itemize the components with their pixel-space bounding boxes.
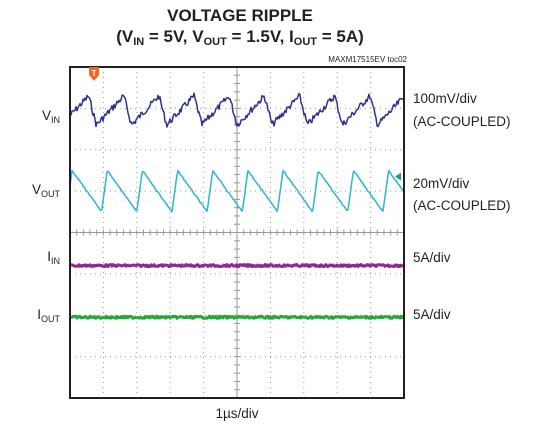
chart-subtitle: (VIN = 5V, VOUT = 1.5V, IOUT = 5A) xyxy=(0,27,480,48)
x-axis-label: 1µs/div xyxy=(215,406,259,421)
trace-vin xyxy=(69,92,405,128)
channel-label-sub: OUT xyxy=(41,189,60,199)
trace-iout xyxy=(69,314,406,320)
channel-label-main: I xyxy=(37,307,41,322)
subtitle-part: = 5A) xyxy=(317,27,364,46)
channel-label-sub: OUT xyxy=(41,314,60,324)
channel-label-sub: IN xyxy=(51,115,60,125)
channel-label-main: V xyxy=(41,108,51,123)
channel-label-sub: IN xyxy=(51,256,60,266)
channel-scale-vin: 100mV/div xyxy=(413,91,477,106)
subtitle-part: = 5V, V xyxy=(144,27,204,46)
subtitle-sub: IN xyxy=(133,36,145,48)
subtitle-part: = 1.5V, I xyxy=(226,27,294,46)
channel-scale-iin: 5A/div xyxy=(413,250,451,265)
trigger-level-icon xyxy=(395,172,401,181)
channel-label-main: I xyxy=(47,249,51,264)
plot-frame xyxy=(69,66,405,399)
channel-coupling-vin: (AC-COUPLED) xyxy=(413,114,511,129)
plot-markers: T xyxy=(89,67,401,181)
channel-scale-iout: 5A/div xyxy=(413,307,451,322)
trace-iin xyxy=(69,263,405,269)
channel-label-vin: VIN xyxy=(0,108,60,125)
trigger-marker-label: T xyxy=(92,69,97,78)
channel-coupling-vout: (AC-COUPLED) xyxy=(413,198,511,213)
plot-traces xyxy=(69,92,406,320)
chart-title: VOLTAGE RIPPLE xyxy=(167,6,313,25)
plot-grid xyxy=(70,67,404,398)
subtitle-sub: OUT xyxy=(293,36,318,48)
subtitle-sub: OUT xyxy=(203,36,227,48)
trace-vout xyxy=(69,169,405,213)
channel-label-iout: IOUT xyxy=(0,307,60,324)
channel-label-vout: VOUT xyxy=(0,182,60,199)
subtitle-part: (V xyxy=(116,27,134,46)
trigger-marker-icon xyxy=(89,67,100,81)
channel-label-iin: IIN xyxy=(0,249,60,266)
channel-scale-vout: 20mV/div xyxy=(413,176,470,191)
channel-label-main: V xyxy=(31,182,41,197)
figure-code: MAXM17515EV toc02 xyxy=(328,55,407,64)
